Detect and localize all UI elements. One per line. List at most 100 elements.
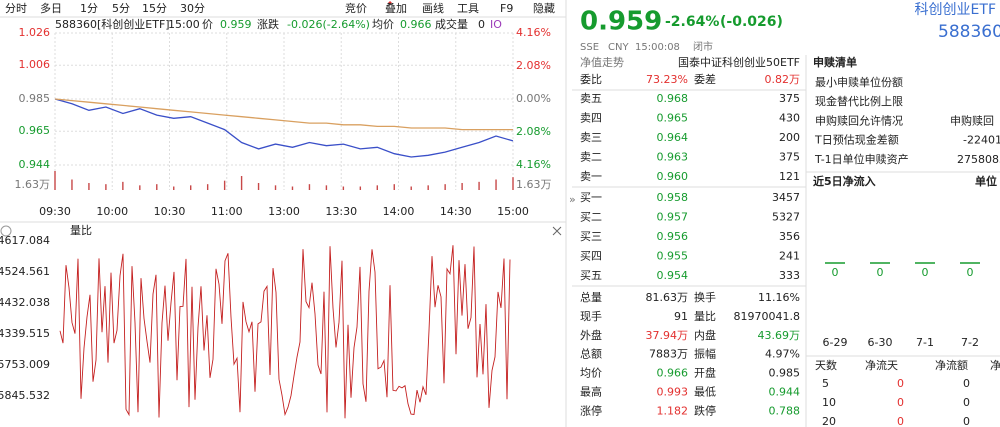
y2-tick-label: 2.08% bbox=[516, 59, 551, 72]
y-tick-label: 1.006 bbox=[19, 58, 51, 71]
row-label: 量比 bbox=[694, 310, 716, 323]
depth-label: 卖四 bbox=[580, 112, 602, 125]
table-cell: 0 bbox=[897, 377, 904, 390]
depth-volume: 375 bbox=[779, 92, 800, 105]
close-icon[interactable] bbox=[552, 226, 562, 236]
depth-label: 卖三 bbox=[580, 131, 602, 144]
toolbar-tab[interactable]: 30分 bbox=[180, 2, 205, 15]
info-text: 均价 bbox=[372, 18, 394, 31]
row-label: 总量 bbox=[580, 290, 602, 304]
volume-bar bbox=[206, 184, 209, 190]
dot bbox=[387, 0, 393, 6]
table-cell: 0 bbox=[897, 396, 904, 409]
y-tick-label: 74432.038 bbox=[0, 296, 50, 309]
table-cell: 0 bbox=[897, 415, 904, 427]
help-icon[interactable] bbox=[0, 225, 12, 237]
depth-price: 0.958 bbox=[657, 191, 689, 204]
x-tick-label: 10:00 bbox=[96, 205, 128, 218]
volume-tick-label: 1.63万 bbox=[15, 178, 51, 191]
quote-price: 0.959 bbox=[580, 7, 662, 37]
list-label: T日预估现金差额 bbox=[814, 133, 899, 147]
volume-bar bbox=[240, 176, 243, 190]
price-line bbox=[54, 98, 514, 158]
volume-bar bbox=[376, 185, 378, 190]
depth-label: 卖二 bbox=[580, 151, 602, 164]
depth-price: 0.963 bbox=[657, 151, 689, 164]
toolbar-tab[interactable]: 分时 bbox=[5, 2, 27, 15]
volume-bar bbox=[359, 186, 362, 190]
flow-date: 6-29 bbox=[823, 336, 848, 349]
collapse-icon[interactable]: » bbox=[569, 193, 576, 206]
x-tick-label: 13:00 bbox=[268, 205, 300, 218]
volume-bar bbox=[257, 183, 260, 190]
flow-value: 0 bbox=[967, 266, 974, 279]
depth-price: 0.956 bbox=[657, 230, 689, 243]
volume-bar bbox=[105, 184, 107, 190]
toolbar-button[interactable]: 叠加 bbox=[385, 2, 407, 15]
row-value: 0.788 bbox=[769, 404, 801, 417]
depth-label: 买四 bbox=[580, 250, 602, 263]
row-label: 均价 bbox=[580, 367, 602, 380]
volume-bar bbox=[88, 183, 90, 190]
row-value: 4.97% bbox=[765, 348, 800, 361]
volume-bar bbox=[223, 180, 226, 190]
depth-volume: 375 bbox=[779, 151, 800, 164]
info-text: 0.959 bbox=[220, 18, 252, 31]
table-header: 净 bbox=[990, 358, 1000, 372]
volume-bar bbox=[427, 185, 429, 190]
row-label: 开盘 bbox=[694, 366, 716, 380]
info-text: 涨跌 bbox=[257, 17, 279, 31]
table-cell: 0 bbox=[963, 377, 970, 390]
depth-price: 0.964 bbox=[657, 131, 689, 144]
flow-value: 0 bbox=[832, 266, 839, 279]
flow-value: 0 bbox=[877, 266, 884, 279]
depth-volume: 3457 bbox=[772, 191, 800, 204]
row-value: 0.985 bbox=[769, 367, 801, 380]
volume-bar bbox=[342, 186, 345, 190]
row-value: 1.182 bbox=[657, 404, 689, 417]
toolbar-button[interactable]: F9 bbox=[500, 2, 513, 15]
y-tick-label: 14339.515 bbox=[0, 327, 50, 340]
x-tick-label: 14:00 bbox=[383, 205, 415, 218]
toolbar-button[interactable]: 画线 bbox=[422, 1, 444, 15]
volume-bar bbox=[393, 184, 395, 190]
toolbar-button[interactable]: 竞价 bbox=[345, 1, 367, 15]
row-label: 现手 bbox=[580, 309, 602, 323]
toolbar-tab[interactable]: 15分 bbox=[142, 2, 167, 15]
volume-bar bbox=[410, 186, 412, 190]
toolbar-button[interactable]: 隐藏 bbox=[533, 2, 555, 15]
volume-bar bbox=[308, 184, 311, 190]
row-label: 涨停 bbox=[580, 403, 602, 417]
y2-tick-label: 4.16% bbox=[516, 158, 551, 171]
toolbar-tab[interactable]: 多日 bbox=[40, 1, 62, 15]
volume-bar bbox=[156, 184, 158, 190]
row-label: 最高 bbox=[580, 385, 602, 399]
depth-price: 0.965 bbox=[657, 112, 689, 125]
depth-volume: 241 bbox=[779, 250, 800, 263]
volume-bar bbox=[444, 184, 446, 190]
volume-bar bbox=[478, 181, 480, 190]
x-tick-label: 11:00 bbox=[211, 205, 243, 218]
volume-bar bbox=[291, 186, 294, 190]
y-tick-label: 0.985 bbox=[19, 92, 51, 105]
row-value: 0.966 bbox=[657, 367, 689, 380]
depth-label: 买三 bbox=[580, 230, 602, 243]
toolbar-tab[interactable]: 5分 bbox=[112, 2, 130, 15]
volume-bar bbox=[173, 186, 175, 190]
toolbar-tab[interactable]: 1分 bbox=[80, 2, 98, 15]
row-label: 跌停 bbox=[694, 403, 716, 417]
toolbar-button[interactable]: 工具 bbox=[457, 2, 479, 15]
row-label: 委比 bbox=[580, 73, 602, 86]
row-label: 委差 bbox=[694, 72, 716, 86]
depth-price: 0.954 bbox=[657, 269, 689, 282]
row-value: 0.993 bbox=[657, 386, 689, 399]
row-value: 91 bbox=[674, 310, 688, 323]
row-value: 0.944 bbox=[769, 386, 801, 399]
volume-bar bbox=[495, 179, 497, 190]
info-text: IO bbox=[490, 18, 502, 31]
volume-bar bbox=[139, 185, 141, 190]
section-title: 申赎清单 bbox=[813, 55, 857, 69]
list-label: T-1日单位申赎资产 bbox=[814, 152, 909, 166]
